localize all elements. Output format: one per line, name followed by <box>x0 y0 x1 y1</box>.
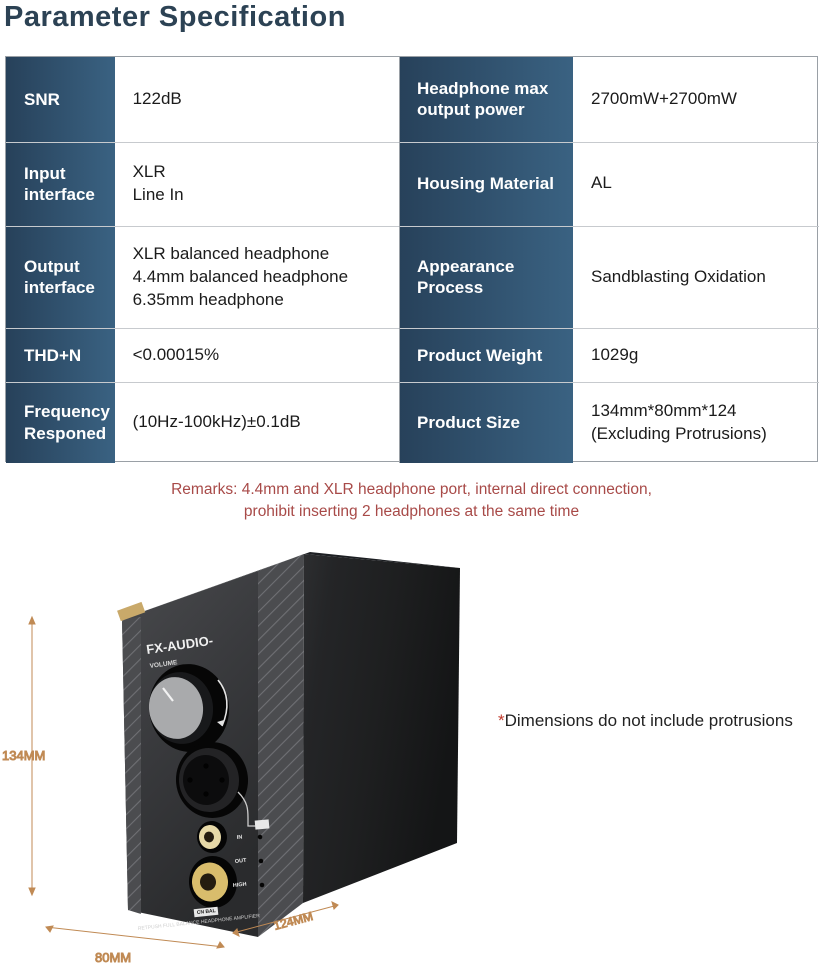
svg-text:134MM: 134MM <box>2 748 45 763</box>
svg-text:IN: IN <box>237 834 243 841</box>
svg-text:OUT: OUT <box>235 858 248 865</box>
svg-text:80MM: 80MM <box>95 950 131 963</box>
